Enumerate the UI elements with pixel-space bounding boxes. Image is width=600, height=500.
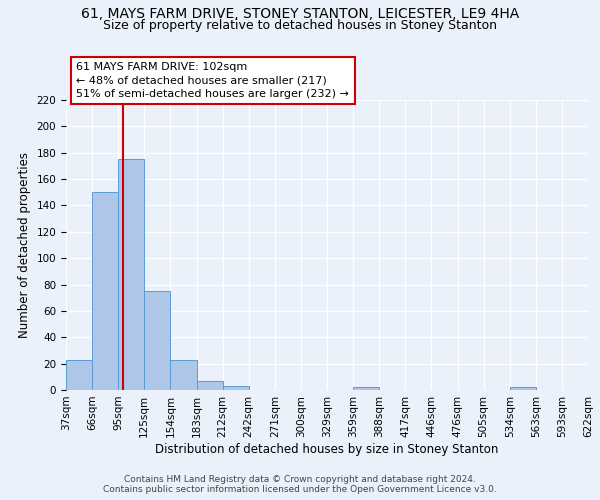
Bar: [92, 192, 118, 390]
Bar: [510, 388, 536, 390]
Text: Size of property relative to detached houses in Stoney Stanton: Size of property relative to detached ho…: [103, 19, 497, 32]
Bar: [353, 388, 379, 390]
Bar: [223, 386, 249, 390]
Text: Contains HM Land Registry data © Crown copyright and database right 2024.
Contai: Contains HM Land Registry data © Crown c…: [103, 474, 497, 494]
Text: Distribution of detached houses by size in Stoney Stanton: Distribution of detached houses by size …: [155, 442, 499, 456]
Y-axis label: Number of detached properties: Number of detached properties: [18, 152, 31, 338]
Bar: [197, 381, 223, 390]
Text: 61 MAYS FARM DRIVE: 102sqm
← 48% of detached houses are smaller (217)
51% of sem: 61 MAYS FARM DRIVE: 102sqm ← 48% of deta…: [76, 62, 349, 98]
Bar: [66, 360, 92, 390]
Bar: [118, 160, 145, 390]
Bar: [170, 360, 197, 390]
Bar: [145, 291, 170, 390]
Text: 61, MAYS FARM DRIVE, STONEY STANTON, LEICESTER, LE9 4HA: 61, MAYS FARM DRIVE, STONEY STANTON, LEI…: [81, 8, 519, 22]
